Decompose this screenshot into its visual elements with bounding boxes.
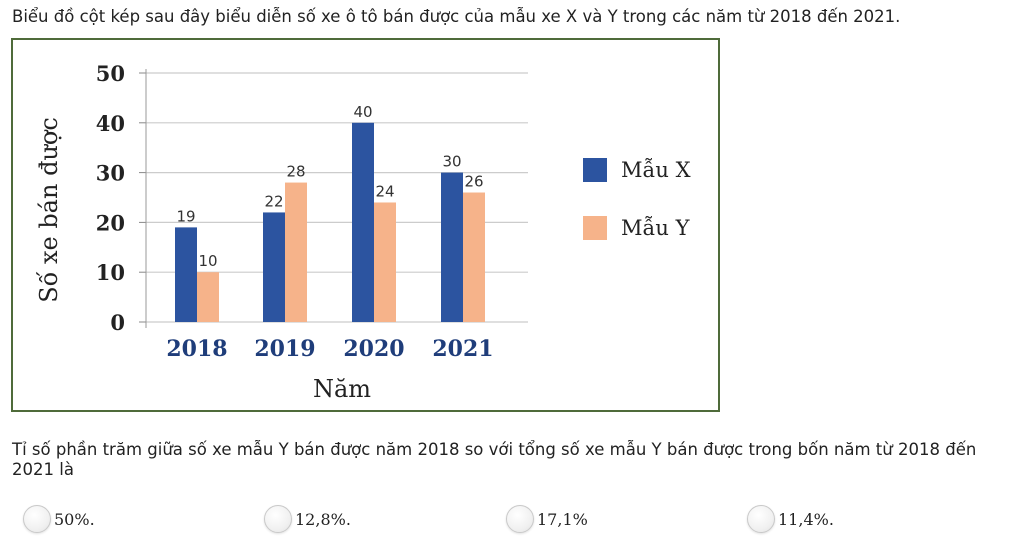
radio-button[interactable] — [506, 505, 534, 533]
legend-swatch — [583, 158, 607, 182]
x-axis-label: Năm — [313, 375, 371, 403]
x-tick-label: 2018 — [166, 336, 227, 362]
x-tick-label: 2019 — [254, 336, 315, 362]
option-d[interactable]: 11,4%. — [747, 503, 834, 535]
radio-button[interactable] — [747, 505, 775, 533]
intro-text: Biểu đồ cột kép sau đây biểu diễn số xe … — [12, 7, 901, 26]
bar-mau-x — [263, 212, 285, 322]
data-label: 22 — [264, 192, 283, 210]
data-label: 24 — [375, 182, 394, 200]
bar-mau-x — [175, 227, 197, 322]
question-text: Tỉ số phần trăm giữa số xe mẫu Y bán đượ… — [12, 440, 977, 479]
option-b[interactable]: 12,8%. — [264, 503, 351, 535]
bar-mau-x — [441, 172, 463, 322]
legend-label: Mẫu Y — [621, 216, 691, 240]
y-axis-label: Số xe bán được — [35, 117, 63, 303]
data-label: 19 — [176, 207, 195, 225]
chart-frame: 19 10 22 28 40 24 30 26 0 10 20 30 40 50 2018 2019 2020… — [11, 38, 720, 412]
data-label: 10 — [198, 252, 217, 270]
y-tick-label: 0 — [110, 310, 125, 335]
option-label: 50%. — [54, 509, 95, 529]
bar-mau-y — [285, 182, 307, 322]
bar-mau-y — [197, 272, 219, 322]
y-tick-label: 50 — [96, 61, 125, 86]
option-label: 12,8%. — [295, 509, 351, 529]
x-tick-label: 2021 — [432, 336, 493, 362]
bar-mau-x — [352, 122, 374, 322]
option-c[interactable]: 17,1% — [506, 503, 588, 535]
option-label: 11,4%. — [778, 509, 834, 529]
y-tick-label: 30 — [96, 161, 125, 186]
x-tick-label: 2020 — [343, 336, 404, 362]
data-label: 26 — [464, 173, 483, 191]
legend-swatch — [583, 216, 607, 240]
data-label: 30 — [442, 153, 461, 171]
y-tick-label: 20 — [96, 210, 125, 235]
bar-mau-y — [463, 192, 485, 322]
radio-button[interactable] — [264, 505, 292, 533]
option-label: 17,1% — [537, 509, 588, 529]
radio-button[interactable] — [23, 505, 51, 533]
y-tick-label: 10 — [96, 260, 125, 285]
legend-label: Mẫu X — [621, 158, 691, 182]
option-a[interactable]: 50%. — [23, 503, 95, 535]
data-label: 40 — [353, 103, 372, 121]
y-tick-label: 40 — [96, 111, 125, 136]
bar-mau-y — [374, 202, 396, 322]
data-label: 28 — [286, 163, 305, 181]
